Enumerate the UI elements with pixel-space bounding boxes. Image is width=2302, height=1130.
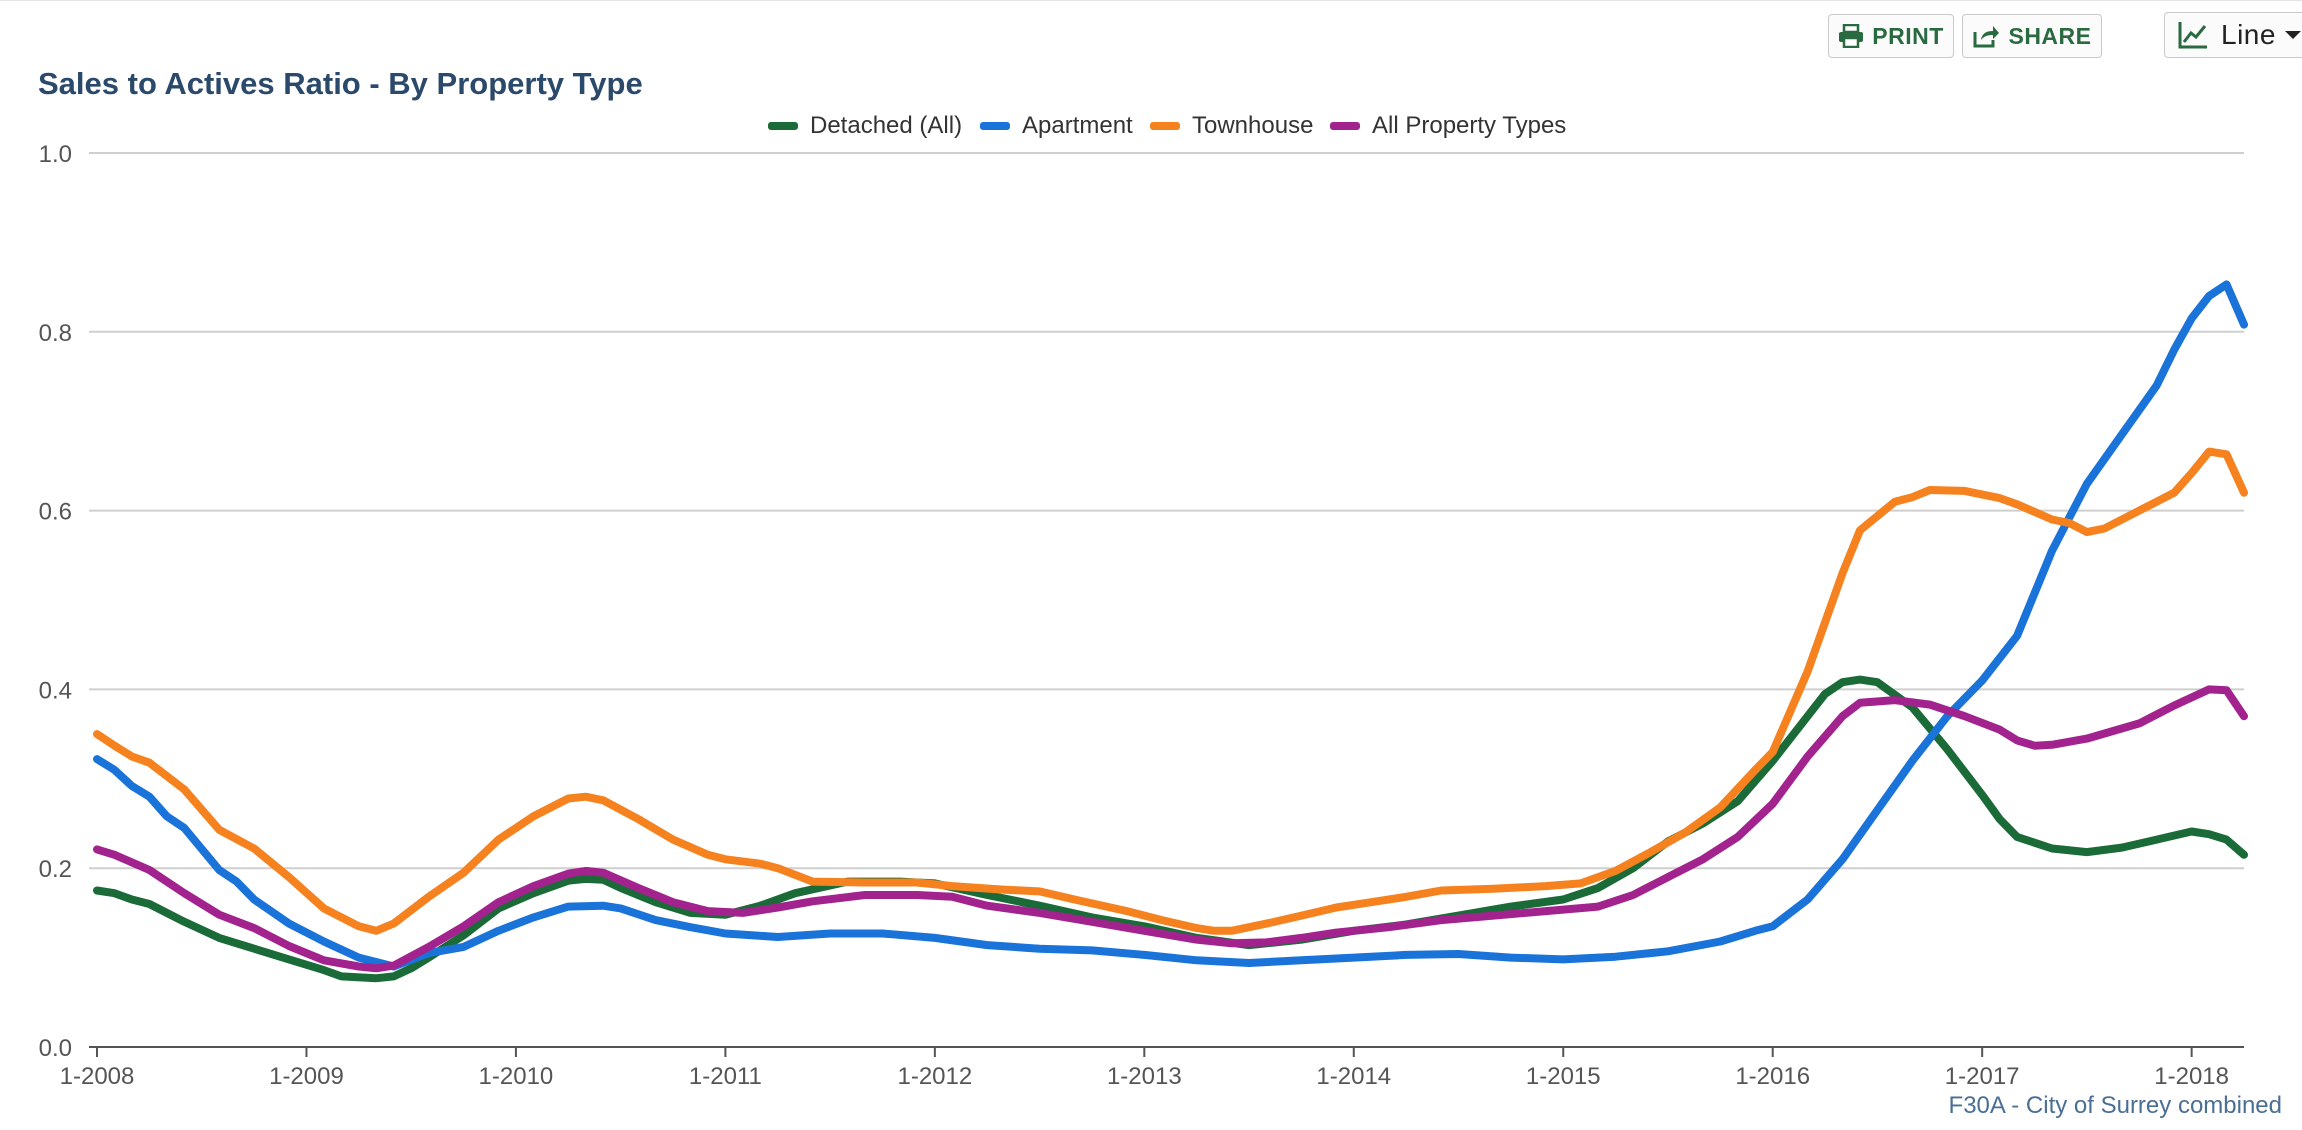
y-tick-label: 0.0 [39, 1035, 72, 1062]
share-button[interactable]: SHARE [1962, 14, 2102, 58]
x-axis: 1-2008 1-2009 1-2010 1-2011 1-2012 1-2013 1-20… [60, 1047, 2229, 1090]
chart-legend: Detached (All) Apartment Townhouse All P… [0, 112, 2302, 144]
footer-source-note: F30A - City of Surrey combined [1948, 1092, 2282, 1119]
legend-item-apartment[interactable]: Apartment [980, 112, 1133, 140]
legend-item-townhouse[interactable]: Townhouse [1150, 112, 1313, 140]
y-tick-label: 1.0 [39, 141, 72, 168]
x-tick-label: 1-2015 [1526, 1063, 1601, 1090]
share-label: SHARE [2008, 22, 2092, 49]
share-icon [1973, 26, 2000, 48]
chart-type-dropdown[interactable]: Line [2164, 12, 2302, 58]
x-tick-label: 1-2018 [2154, 1063, 2229, 1090]
y-tick-label: 0.6 [39, 499, 72, 526]
x-tick-label: 1-2008 [60, 1063, 135, 1090]
x-tick-label: 1-2011 [689, 1063, 762, 1090]
legend-label-detached: Detached (All) [810, 112, 963, 139]
y-tick-label: 0.2 [39, 856, 72, 883]
legend-swatch-townhouse [1150, 122, 1180, 130]
legend-label-townhouse: Townhouse [1192, 112, 1314, 139]
line-chart-icon [2178, 22, 2207, 49]
x-tick-label: 1-2013 [1107, 1063, 1182, 1090]
legend-label-apartment: Apartment [1022, 112, 1133, 139]
y-tick-label: 0.4 [39, 677, 72, 704]
x-tick-label: 1-2009 [269, 1063, 344, 1090]
print-button[interactable]: PRINT [1828, 14, 1954, 58]
chart-title: Sales to Actives Ratio - By Property Typ… [38, 66, 643, 101]
chart-series [93, 280, 2248, 983]
series-line-apartment[interactable] [93, 280, 2248, 971]
legend-label-all-property-types: All Property Types [1372, 112, 1567, 139]
x-tick-label: 1-2014 [1316, 1063, 1391, 1090]
top-border [0, 0, 2302, 1]
series-line-townhouse[interactable] [93, 447, 2248, 935]
chevron-down-icon [2284, 31, 2301, 39]
legend-swatch-detached [768, 122, 798, 130]
legend-swatch-apartment [980, 122, 1010, 130]
series-line-all-property-types[interactable] [93, 685, 2248, 973]
legend-item-detached[interactable]: Detached (All) [768, 112, 962, 140]
y-axis: 0.0 0.2 0.4 0.6 0.8 1.0 [39, 141, 72, 1062]
x-tick-label: 1-2012 [897, 1063, 972, 1090]
series-line-detached-all[interactable] [93, 675, 2248, 983]
legend-swatch-all-property-types [1330, 122, 1360, 130]
printer-icon [1839, 24, 1864, 48]
y-tick-label: 0.8 [39, 320, 72, 347]
legend-item-all-property-types[interactable]: All Property Types [1330, 112, 1566, 140]
chart-type-label: Line [2221, 19, 2276, 50]
x-tick-label: 1-2017 [1945, 1063, 2020, 1090]
print-label: PRINT [1872, 22, 1944, 49]
x-tick-label: 1-2016 [1735, 1063, 1810, 1090]
x-tick-label: 1-2010 [479, 1063, 554, 1090]
